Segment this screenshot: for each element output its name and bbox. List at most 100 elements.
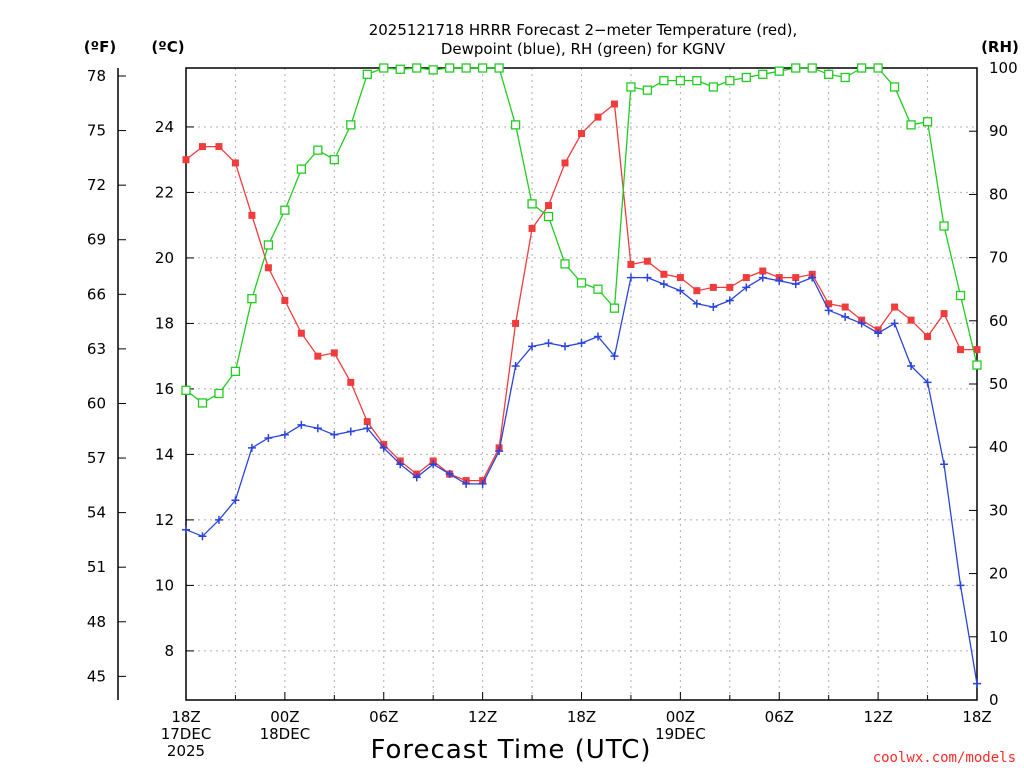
celsius-tick-label: 24 <box>155 118 174 136</box>
rh-point <box>939 221 949 231</box>
rh-point <box>230 366 241 377</box>
data-series <box>181 63 982 688</box>
x-tick-label: 06Z <box>369 708 398 726</box>
dewpoint-point <box>610 352 619 361</box>
fahrenheit-tick-label: 72 <box>87 176 106 194</box>
rh-point <box>527 199 537 209</box>
rh-point <box>197 398 208 408</box>
dewpoint-point <box>280 430 289 439</box>
2-meter-temperature-point <box>528 224 536 232</box>
rh-point <box>296 164 307 174</box>
rh-point <box>741 72 751 83</box>
2-meter-temperature-point <box>759 267 767 275</box>
rh-point <box>346 120 356 130</box>
dewpoint-point <box>725 296 734 305</box>
rh-tick-label: 60 <box>989 312 1008 330</box>
rh-point <box>428 65 438 75</box>
2-meter-temperature-point <box>610 100 618 108</box>
dewpoint-point <box>182 525 190 534</box>
rh-point <box>609 303 620 313</box>
rh-point <box>247 294 257 304</box>
dewpoint-point <box>247 443 256 452</box>
dewpoint-point <box>923 378 932 387</box>
x-tick-label: 12Z <box>863 708 892 726</box>
2-meter-temperature-point <box>627 260 635 268</box>
dewpoint-point <box>643 273 652 282</box>
grid-lines <box>186 68 977 700</box>
dewpoint-point <box>445 470 454 479</box>
dewpoint-point <box>808 273 817 282</box>
rh-tick-label: 50 <box>989 375 1008 393</box>
dewpoint-point <box>297 420 306 429</box>
2-meter-temperature-point <box>264 264 272 272</box>
celsius-tick-label: 12 <box>155 511 174 529</box>
rh-unit-label: (RH) <box>981 38 1019 56</box>
rh-line <box>185 67 978 404</box>
rh-tick-label: 0 <box>989 691 999 709</box>
rh-point <box>280 205 290 215</box>
dewpoint-point <box>874 329 883 338</box>
rh-point <box>181 385 191 395</box>
rh-point <box>972 360 982 370</box>
rh-point <box>840 72 850 83</box>
rh-point <box>263 240 274 250</box>
rh-tick-label: 80 <box>989 185 1008 203</box>
2-meter-temperature-point <box>281 296 289 304</box>
dewpoint-point <box>676 286 685 295</box>
dewpoint-point <box>396 460 405 469</box>
2-meter-temperature-point <box>676 274 684 282</box>
rh-point <box>889 82 900 92</box>
rh-point <box>445 63 455 73</box>
rh-tick-label: 40 <box>989 438 1008 456</box>
x-tick-label: 18Z <box>567 708 596 726</box>
2-meter-temperature-point <box>182 156 190 164</box>
fahrenheit-tick-label: 63 <box>87 340 106 358</box>
2-meter-temperature-point <box>660 270 668 278</box>
rh-point <box>675 75 686 86</box>
2-meter-temperature-point <box>924 333 932 341</box>
celsius-unit-label: (ºC) <box>151 38 184 56</box>
fahrenheit-tick-label: 48 <box>87 613 106 631</box>
fahrenheit-tick-label: 69 <box>87 231 106 249</box>
dewpoint-point <box>495 447 504 456</box>
rh-point <box>824 69 834 79</box>
dewpoint-point <box>956 581 965 590</box>
rh-point <box>807 63 817 73</box>
fahrenheit-tick-label: 57 <box>87 449 106 467</box>
dewpoint-point <box>692 299 701 308</box>
rh-point <box>362 69 372 79</box>
dewpoint-point <box>857 319 866 328</box>
x-tick-label: 06Z <box>765 708 794 726</box>
rh-point <box>774 66 784 76</box>
x-tick-label: 00Z <box>270 708 299 726</box>
rh-tick-label: 100 <box>989 59 1018 77</box>
rh-point <box>560 259 570 269</box>
dewpoint-point <box>709 303 718 312</box>
2-meter-temperature-point <box>198 143 206 151</box>
2-meter-temperature-point <box>330 349 338 357</box>
celsius-tick-label: 14 <box>155 445 174 463</box>
dewpoint-point <box>231 496 240 505</box>
rh-point <box>791 63 801 73</box>
celsius-tick-label: 22 <box>155 183 174 201</box>
dewpoint-point <box>659 280 668 289</box>
rh-point <box>379 63 389 73</box>
celsius-tick-label: 8 <box>164 642 174 660</box>
rh-point <box>313 145 323 155</box>
chart-title-line1: 2025121718 HRRR Forecast 2−meter Tempera… <box>369 21 798 39</box>
rh-point <box>856 63 867 73</box>
rh-point <box>642 85 653 95</box>
dewpoint-point <box>379 443 388 452</box>
rh-point <box>955 290 966 301</box>
dewpoint-point <box>478 479 487 488</box>
dewpoint-point <box>198 532 207 541</box>
rh-point <box>477 63 488 73</box>
rh-point <box>543 211 554 222</box>
2-meter-temperature-point <box>891 303 899 311</box>
dewpoint-point <box>313 424 322 433</box>
rh-point <box>510 120 521 130</box>
rh-point <box>708 82 718 92</box>
dewpoint-point <box>544 339 553 348</box>
plot-frame <box>185 67 978 701</box>
fahrenheit-tick-label: 60 <box>87 394 106 412</box>
